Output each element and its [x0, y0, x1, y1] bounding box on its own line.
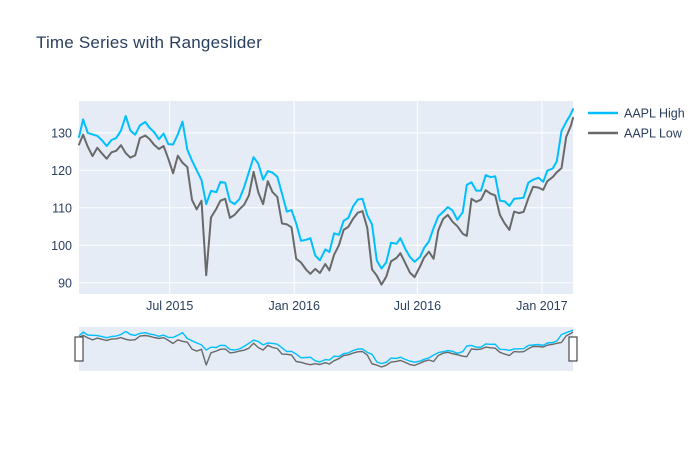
- grid-layer: [79, 101, 573, 294]
- chart-title: Time Series with Rangeslider: [36, 33, 263, 52]
- legend-layer: AAPL High AAPL Low: [588, 107, 685, 141]
- legend-item-aapl-high[interactable]: AAPL High: [588, 107, 685, 121]
- rangeslider-mini-aapl-high: [78, 329, 574, 365]
- x-tick-label: Jan 2016: [268, 299, 319, 313]
- x-tick-label: Jan 2017: [516, 299, 567, 313]
- legend-item-aapl-low[interactable]: AAPL Low: [588, 127, 683, 141]
- x-tick-label: Jul 2015: [146, 299, 193, 313]
- y-tick-label: 100: [51, 239, 72, 253]
- rangeslider-track[interactable]: [79, 327, 573, 371]
- y-tick-label: 110: [52, 201, 72, 215]
- x-tick-label: Jul 2016: [394, 299, 441, 313]
- rangeslider-mini-aapl-low: [78, 331, 574, 368]
- rangeslider-layer: [74, 327, 578, 371]
- rangeslider-background: [79, 327, 573, 371]
- legend-label-aapl-high[interactable]: AAPL High: [624, 107, 685, 121]
- axes-layer: 90 100 110 120 130 Jul 2015 Jan 2016 Jul 2016 Ja…: [51, 126, 568, 313]
- legend-label-aapl-low[interactable]: AAPL Low: [624, 127, 683, 141]
- y-tick-label: 90: [58, 276, 72, 290]
- y-tick-label: 120: [51, 164, 72, 178]
- series-layer: [78, 101, 574, 294]
- rangeslider-right-handle[interactable]: [568, 336, 578, 362]
- rangeslider-left-handle[interactable]: [74, 336, 84, 362]
- series-line-aapl-high[interactable]: [78, 108, 574, 270]
- y-tick-label: 130: [51, 126, 72, 140]
- plot-drag-area[interactable]: [79, 101, 573, 294]
- series-line-aapl-low[interactable]: [78, 116, 574, 286]
